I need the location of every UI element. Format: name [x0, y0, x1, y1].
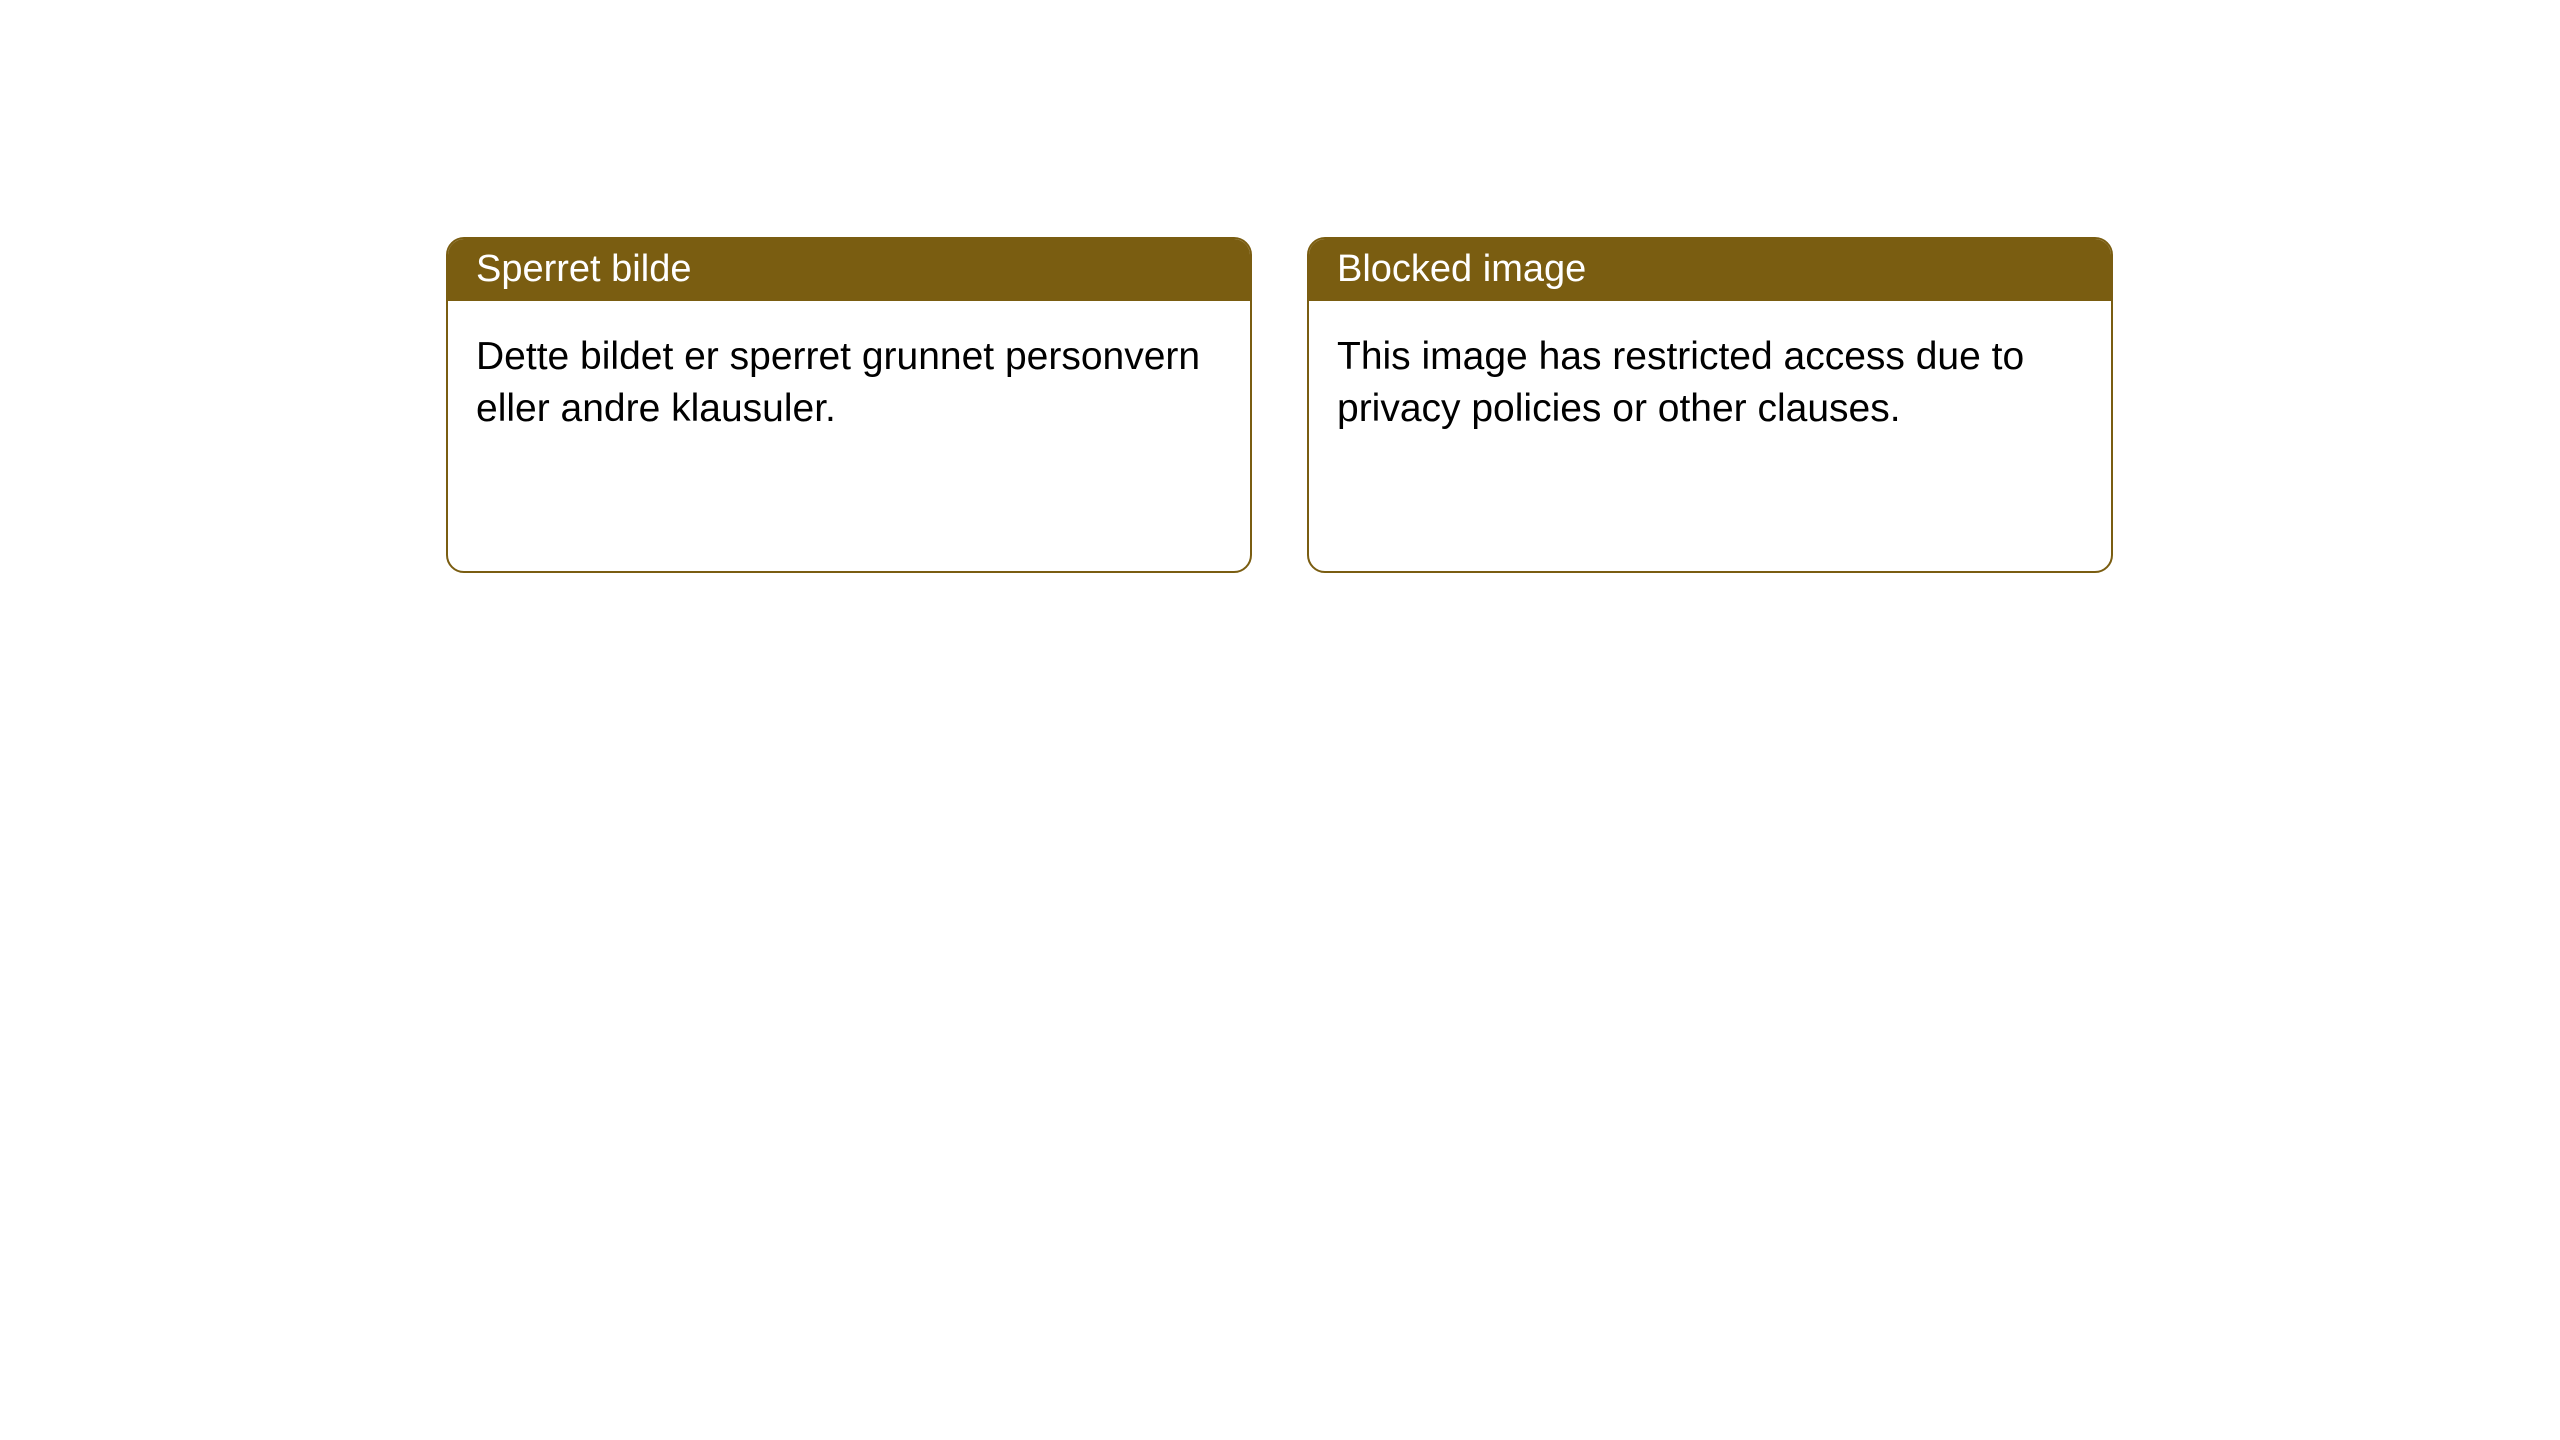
notice-title-norwegian: Sperret bilde [448, 239, 1250, 301]
notice-body-norwegian: Dette bildet er sperret grunnet personve… [448, 301, 1250, 455]
notice-box-english: Blocked image This image has restricted … [1307, 237, 2113, 573]
notice-title-english: Blocked image [1309, 239, 2111, 301]
notices-container: Sperret bilde Dette bildet er sperret gr… [0, 0, 2560, 573]
notice-box-norwegian: Sperret bilde Dette bildet er sperret gr… [446, 237, 1252, 573]
notice-body-english: This image has restricted access due to … [1309, 301, 2111, 455]
